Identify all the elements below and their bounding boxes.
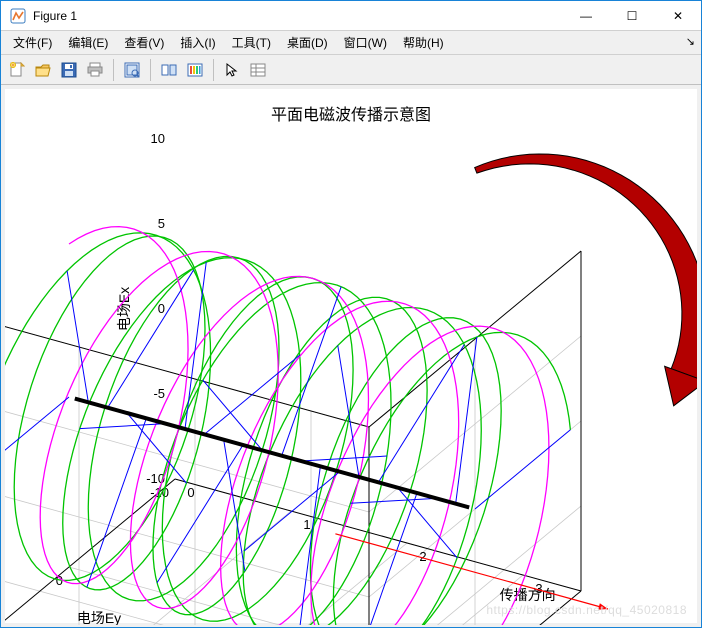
toolbar — [1, 55, 701, 85]
svg-text:电场Ex: 电场Ex — [116, 287, 132, 331]
maximize-button[interactable]: ☐ — [609, 1, 655, 31]
svg-text:传播方向: 传播方向 — [500, 587, 556, 603]
figure-area: 平面电磁波传播示意图 -10-50510-100100123电场Ex电场Ey传播… — [1, 85, 701, 627]
field-vectors — [5, 262, 570, 625]
titlebar: Figure 1 — ☐ ✕ — [1, 1, 701, 31]
props-button[interactable] — [246, 58, 270, 82]
menu-item[interactable]: 编辑(E) — [60, 31, 116, 54]
print-button[interactable] — [83, 58, 107, 82]
menu-item[interactable]: 窗口(W) — [336, 31, 395, 54]
svg-text:2: 2 — [419, 549, 426, 564]
menu-item[interactable]: 桌面(D) — [279, 31, 336, 54]
grid — [5, 251, 581, 625]
menu-item[interactable]: 工具(T) — [224, 31, 279, 54]
open-button[interactable] — [31, 58, 55, 82]
helix — [5, 233, 570, 625]
new-button[interactable] — [5, 58, 29, 82]
figure-window: Figure 1 — ☐ ✕ 文件(F)编辑(E)查看(V)插入(I)工具(T)… — [0, 0, 702, 628]
menu-corner-arrow[interactable]: ↘ — [686, 35, 695, 48]
svg-text:0: 0 — [187, 485, 194, 500]
link-button[interactable] — [157, 58, 181, 82]
svg-text:1: 1 — [303, 517, 310, 532]
svg-text:10: 10 — [151, 131, 165, 146]
print-preview-button[interactable] — [120, 58, 144, 82]
app-icon — [9, 7, 27, 25]
pointer-button[interactable] — [220, 58, 244, 82]
svg-text:电场Ey: 电场Ey — [77, 610, 121, 625]
minimize-button[interactable]: — — [563, 1, 609, 31]
menu-item[interactable]: 帮助(H) — [395, 31, 452, 54]
chart-title: 平面电磁波传播示意图 — [5, 101, 697, 125]
colorbar-button[interactable] — [183, 58, 207, 82]
axes-box — [5, 251, 581, 625]
menubar: 文件(F)编辑(E)查看(V)插入(I)工具(T)桌面(D)窗口(W)帮助(H)… — [1, 31, 701, 55]
menu-item[interactable]: 文件(F) — [5, 31, 60, 54]
window-title: Figure 1 — [33, 9, 77, 23]
save-button[interactable] — [57, 58, 81, 82]
tick-labels: -10-50510-100100123 — [5, 131, 543, 625]
menu-item[interactable]: 插入(I) — [172, 31, 223, 54]
plot-3d: -10-50510-100100123电场Ex电场Ey传播方向 — [5, 89, 697, 625]
axes-panel: 平面电磁波传播示意图 -10-50510-100100123电场Ex电场Ey传播… — [5, 89, 697, 623]
svg-text:5: 5 — [158, 216, 165, 231]
close-button[interactable]: ✕ — [655, 1, 701, 31]
menu-item[interactable]: 查看(V) — [116, 31, 172, 54]
svg-text:0: 0 — [158, 301, 165, 316]
svg-text:-5: -5 — [153, 386, 165, 401]
rotation-arrow — [475, 154, 697, 406]
